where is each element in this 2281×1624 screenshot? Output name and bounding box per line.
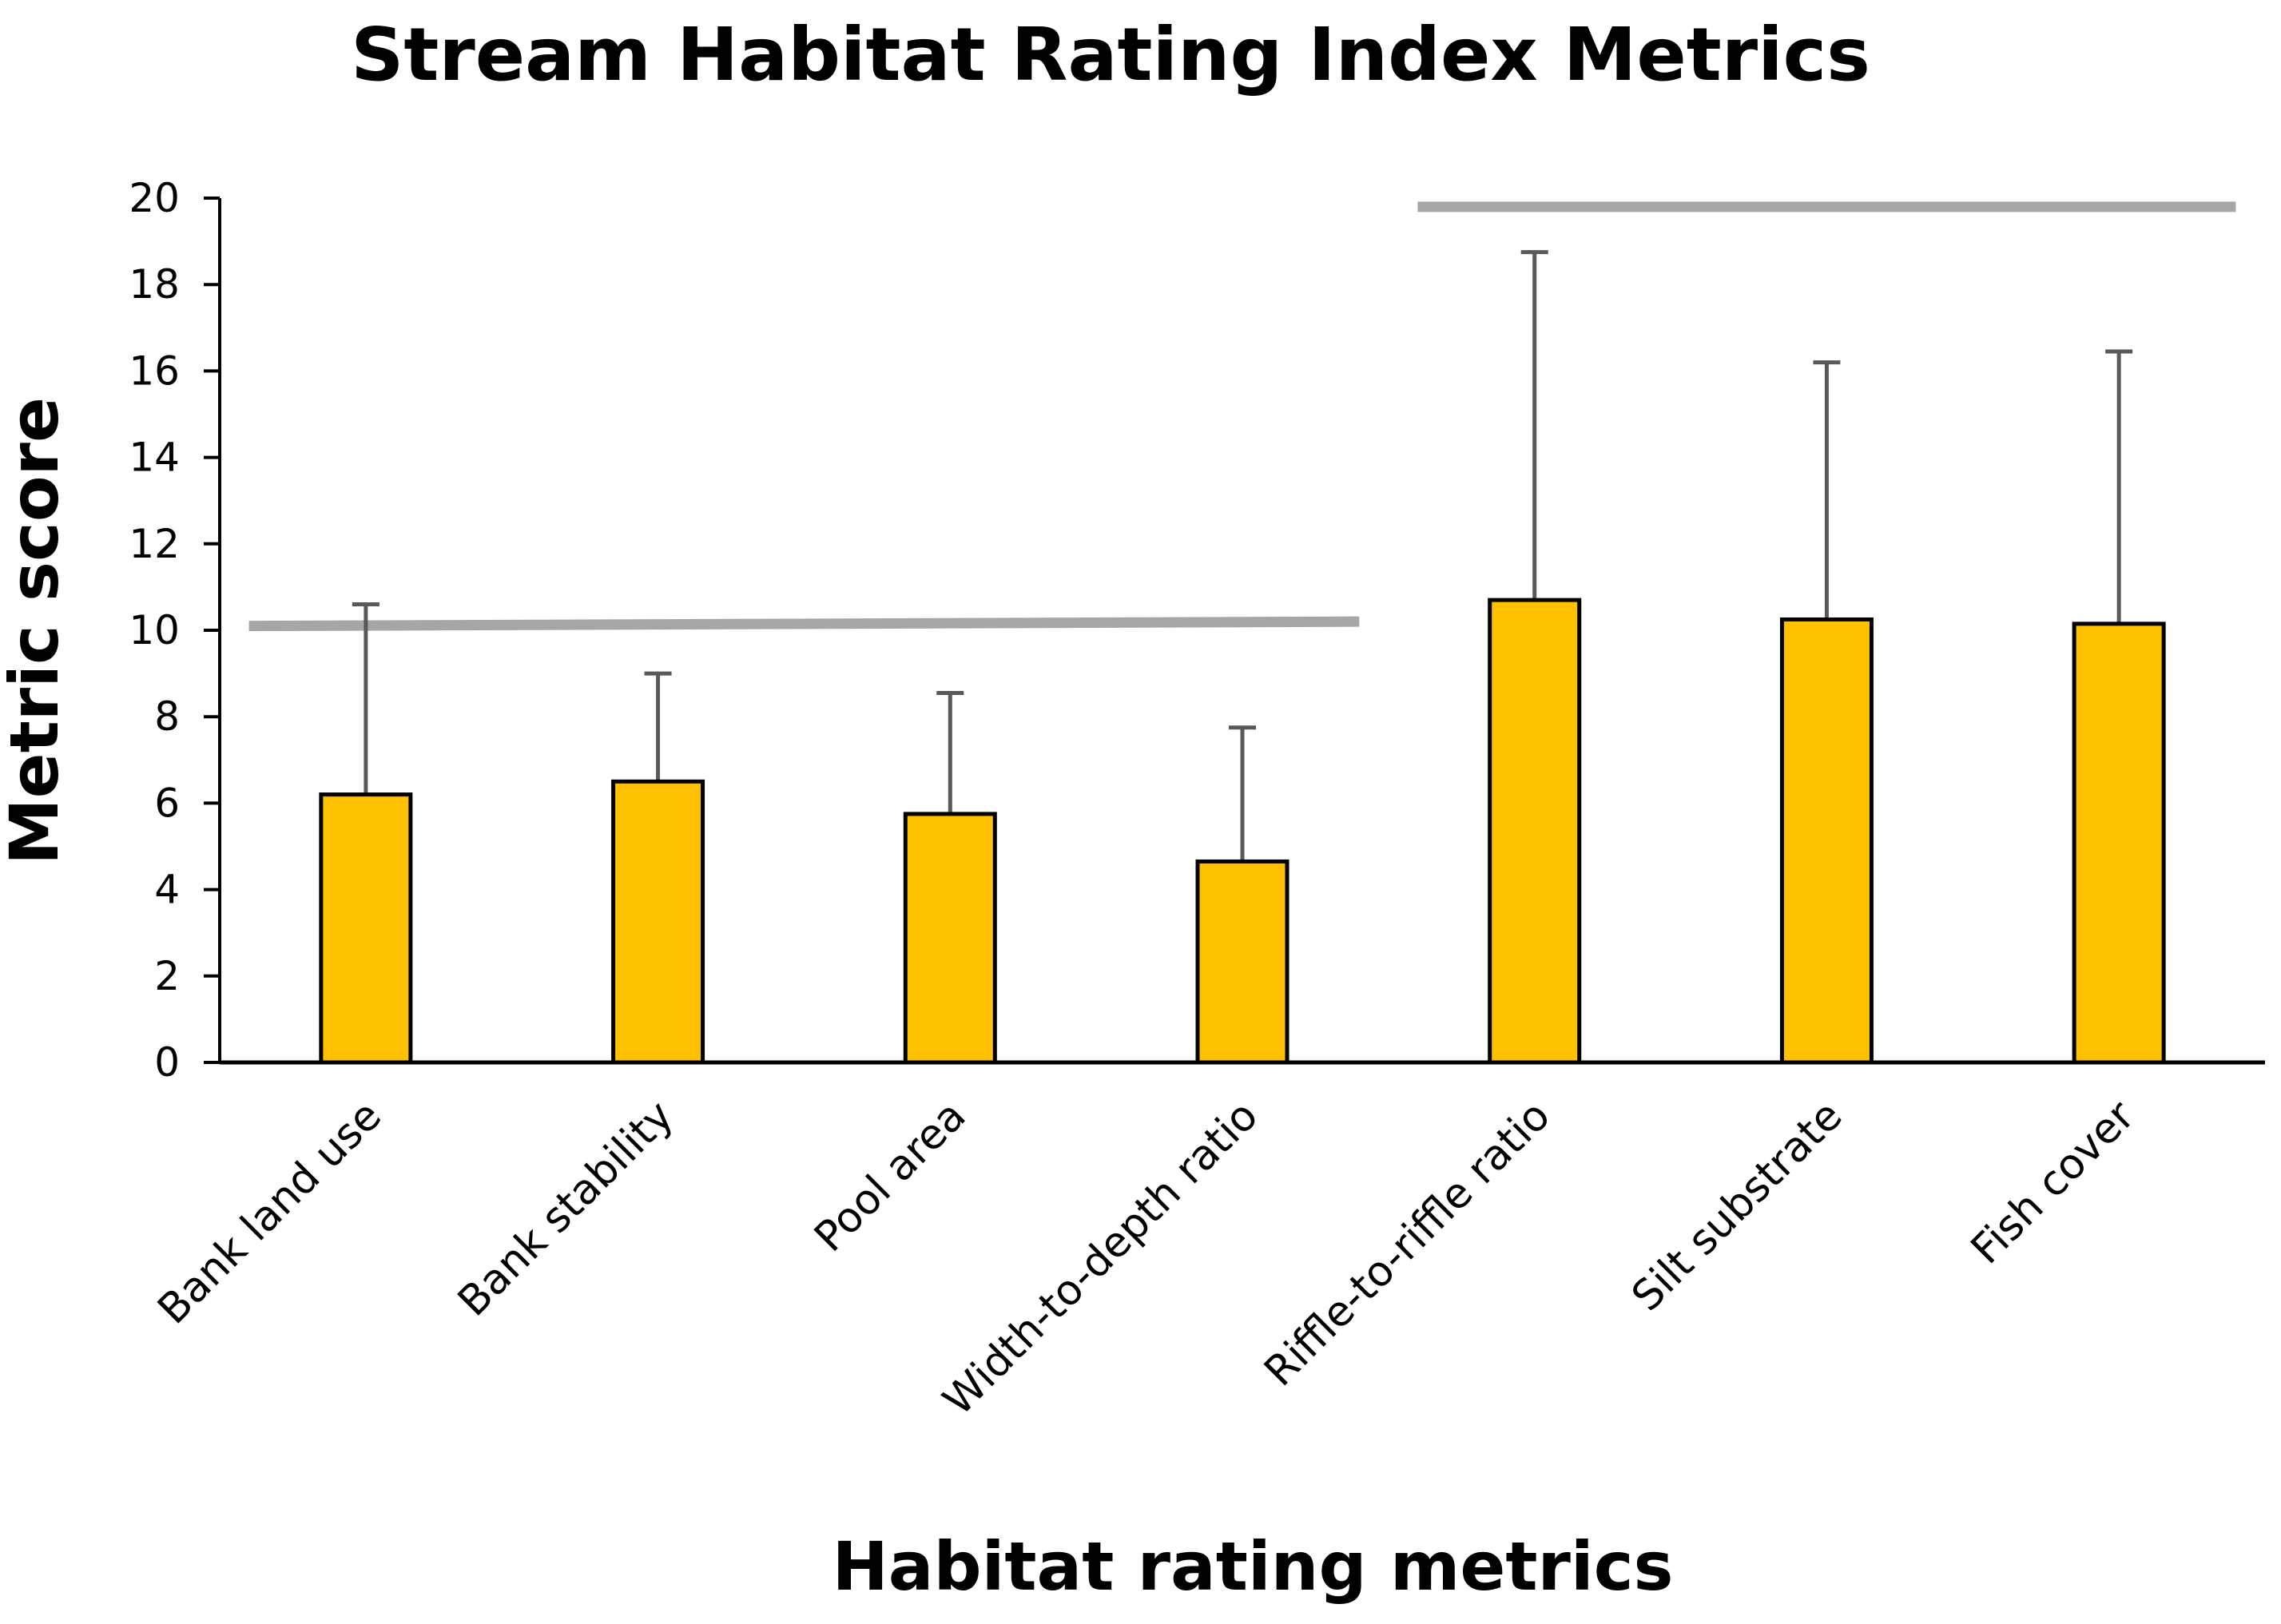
- category-label-2: Bank stability: [449, 1092, 683, 1326]
- category-label-4: Width-to-depth ratio: [934, 1092, 1267, 1425]
- bar-7: [2072, 621, 2166, 1065]
- y-tick-label-0: 0: [154, 1039, 180, 1086]
- y-tick-label-2: 2: [154, 953, 180, 999]
- reference-line-1: [248, 616, 1360, 632]
- category-label-6: Silt substrate: [1623, 1092, 1851, 1320]
- y-tick-label-18: 18: [129, 261, 180, 308]
- bar-1: [319, 792, 413, 1065]
- bar-3: [903, 812, 997, 1065]
- y-tick-label-20: 20: [129, 175, 180, 221]
- y-axis: 0 2 4 6 8 10 12 14 16 18 20: [129, 175, 221, 1086]
- y-tick-label-8: 8: [154, 693, 180, 740]
- x-axis-title: Habitat rating metrics: [832, 1527, 1673, 1606]
- category-label-1: Bank land use: [149, 1092, 391, 1334]
- y-tick-label-12: 12: [129, 521, 180, 567]
- bar-4: [1195, 859, 1290, 1065]
- chart-title: Stream Habitat Rating Index Metrics: [351, 12, 1870, 97]
- reference-lines: [248, 201, 2236, 632]
- y-axis-title: Metric score: [0, 397, 74, 865]
- category-label-5: Riffle-to-riffle ratio: [1255, 1092, 1559, 1396]
- category-label-7: Fish cover: [1962, 1091, 2144, 1273]
- category-label-3: Pool area: [805, 1092, 975, 1261]
- bar-5: [1488, 598, 1582, 1065]
- category-labels: Bank land use Bank stability Pool areaWidt…: [149, 1091, 2144, 1424]
- bar-2: [611, 779, 705, 1065]
- error-bars: [352, 250, 2133, 862]
- bars: [319, 598, 2166, 1065]
- y-tick-label-14: 14: [129, 435, 180, 481]
- y-tick-label-10: 10: [129, 607, 180, 653]
- bar-6: [1779, 617, 1874, 1065]
- y-tick-label-6: 6: [154, 780, 180, 826]
- y-tick-label-16: 16: [129, 347, 180, 394]
- y-tick-label-4: 4: [154, 867, 180, 913]
